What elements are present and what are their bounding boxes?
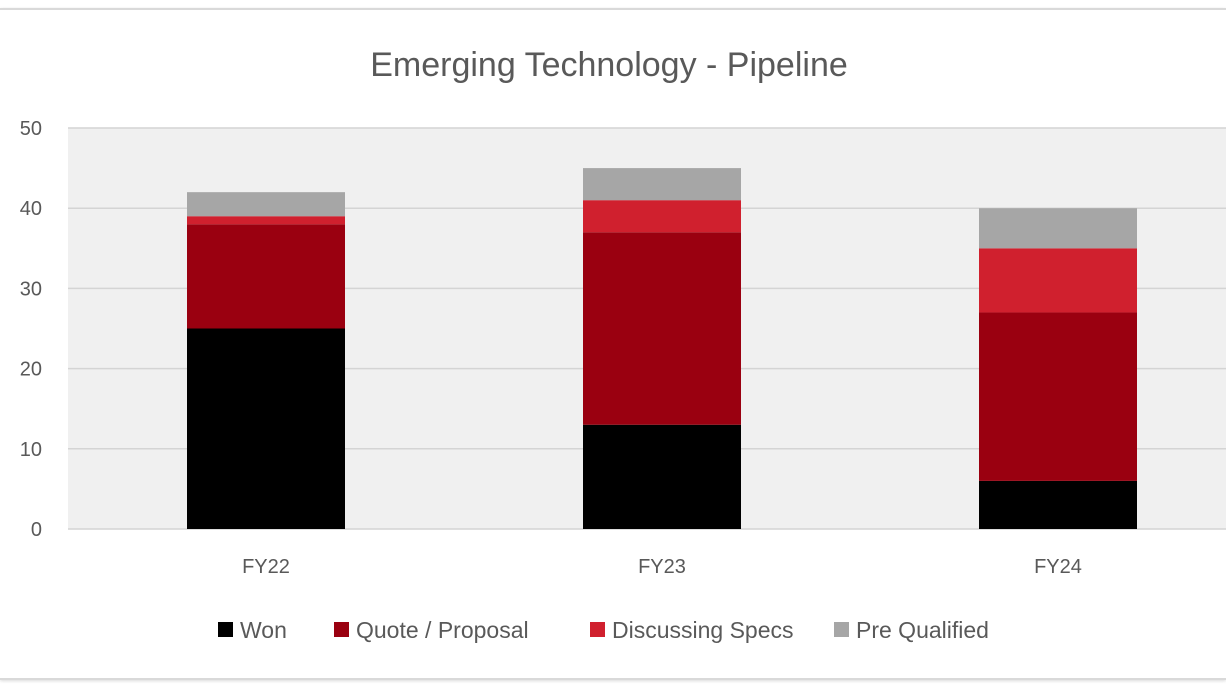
chart-title: Emerging Technology - Pipeline <box>370 46 848 84</box>
legend-swatch-won <box>218 622 233 637</box>
bar-fy24-pre-qualified <box>979 208 1137 249</box>
y-tick-label: 20 <box>20 359 42 381</box>
legend-label-won: Won <box>240 617 287 643</box>
x-tick-label-fy24: FY24 <box>1034 556 1082 578</box>
y-tick-label: 50 <box>20 118 42 140</box>
y-tick-label: 40 <box>20 198 42 220</box>
legend-swatch-quote-proposal <box>334 622 349 637</box>
y-tick-label: 30 <box>20 278 42 300</box>
legend-swatch-discussing-specs <box>590 622 605 637</box>
bar-fy23-discussing-specs <box>583 200 741 233</box>
y-tick-label: 0 <box>31 519 42 541</box>
x-tick-label-fy23: FY23 <box>638 556 686 578</box>
y-tick-label: 10 <box>20 439 42 461</box>
legend-label-pre-qualified: Pre Qualified <box>856 617 989 643</box>
bar-fy22-won <box>187 328 345 529</box>
bar-fy24-quote-proposal <box>979 312 1137 481</box>
bar-fy22-discussing-specs <box>187 216 345 225</box>
bar-fy24-discussing-specs <box>979 248 1137 313</box>
legend-label-discussing-specs: Discussing Specs <box>612 617 794 643</box>
bar-fy24-won <box>979 480 1137 529</box>
x-tick-label-fy22: FY22 <box>242 556 290 578</box>
legend-swatch-pre-qualified <box>834 622 849 637</box>
legend-label-quote-proposal: Quote / Proposal <box>356 617 529 643</box>
plot-area: 0 10 20 30 40 50 FY22 FY23 FY24 Won Quote / Propos… <box>20 118 1226 643</box>
bar-fy22-quote-proposal <box>187 224 345 329</box>
bar-fy23-quote-proposal <box>583 232 741 425</box>
bar-fy22-pre-qualified <box>187 192 345 217</box>
bar-fy23-won <box>583 424 741 529</box>
bar-fy23-pre-qualified <box>583 168 741 201</box>
